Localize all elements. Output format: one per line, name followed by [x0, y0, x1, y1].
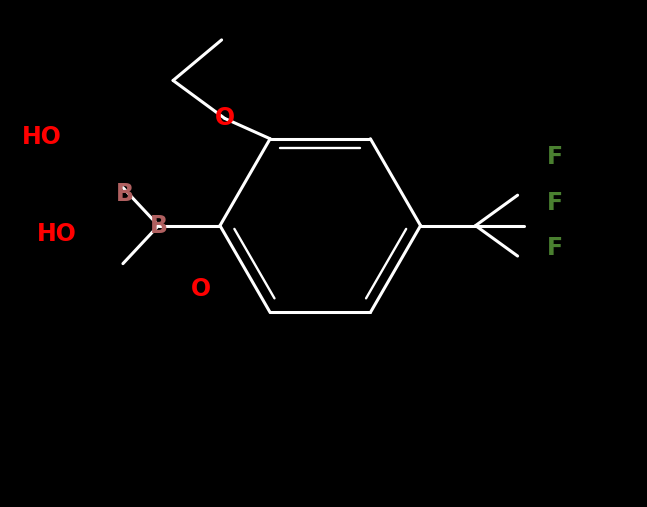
Text: O: O — [190, 277, 211, 301]
Text: B: B — [149, 213, 168, 238]
Text: F: F — [547, 145, 563, 169]
Text: F: F — [547, 236, 563, 261]
Text: B: B — [116, 182, 134, 206]
Text: HO: HO — [21, 125, 61, 149]
Text: HO: HO — [36, 222, 76, 246]
Text: O: O — [215, 106, 235, 130]
Text: F: F — [547, 191, 563, 215]
